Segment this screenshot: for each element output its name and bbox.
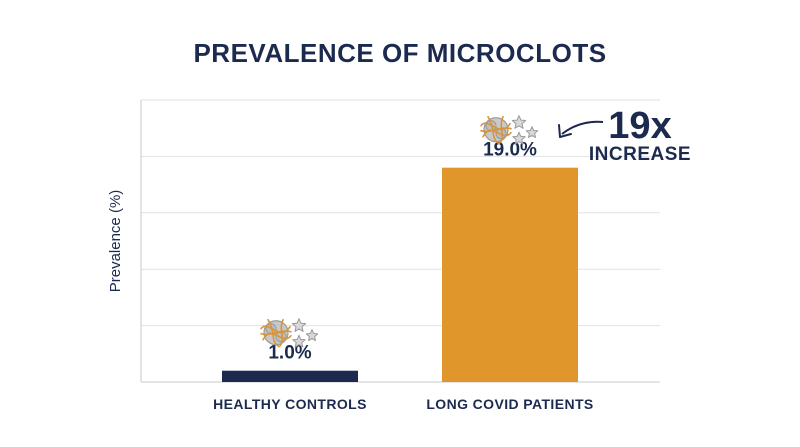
platelet-icon bbox=[511, 115, 527, 129]
category-label-long-covid-patients: LONG COVID PATIENTS bbox=[426, 396, 593, 412]
curved-arrow-icon bbox=[561, 120, 604, 135]
arrowhead-icon bbox=[558, 124, 572, 138]
icon-layer bbox=[260, 115, 539, 348]
callout-text: INCREASE bbox=[589, 144, 691, 165]
microclot-icon bbox=[480, 115, 512, 145]
platelet-icon bbox=[525, 126, 539, 138]
platelet-icon bbox=[291, 318, 307, 332]
platelet-icon bbox=[305, 329, 319, 342]
bars: 1.0% HEALTHY CONTROLS 19.0% LONG COVID PATI… bbox=[213, 140, 593, 412]
value-label-long-covid-patients: 19.0% bbox=[483, 140, 537, 161]
category-label-healthy-controls: HEALTHY CONTROLS bbox=[213, 396, 367, 412]
value-label-healthy-controls: 1.0% bbox=[268, 343, 311, 364]
icon-cluster-healthy-controls bbox=[260, 318, 319, 348]
bar-long-covid-patients bbox=[442, 167, 578, 382]
microclot-icon bbox=[260, 318, 292, 348]
platelet-icon bbox=[512, 131, 526, 145]
chart-title: PREVALENCE OF MICROCLOTS bbox=[193, 38, 606, 68]
callout: 19x INCREASE bbox=[558, 105, 691, 165]
callout-multiplier: 19x bbox=[608, 105, 671, 147]
bar-healthy-controls bbox=[222, 370, 358, 382]
icon-cluster-long-covid-patients bbox=[480, 115, 539, 145]
y-axis-label: Prevalence (%) bbox=[107, 190, 124, 293]
platelet-icon bbox=[292, 334, 306, 348]
gridlines bbox=[141, 99, 660, 327]
